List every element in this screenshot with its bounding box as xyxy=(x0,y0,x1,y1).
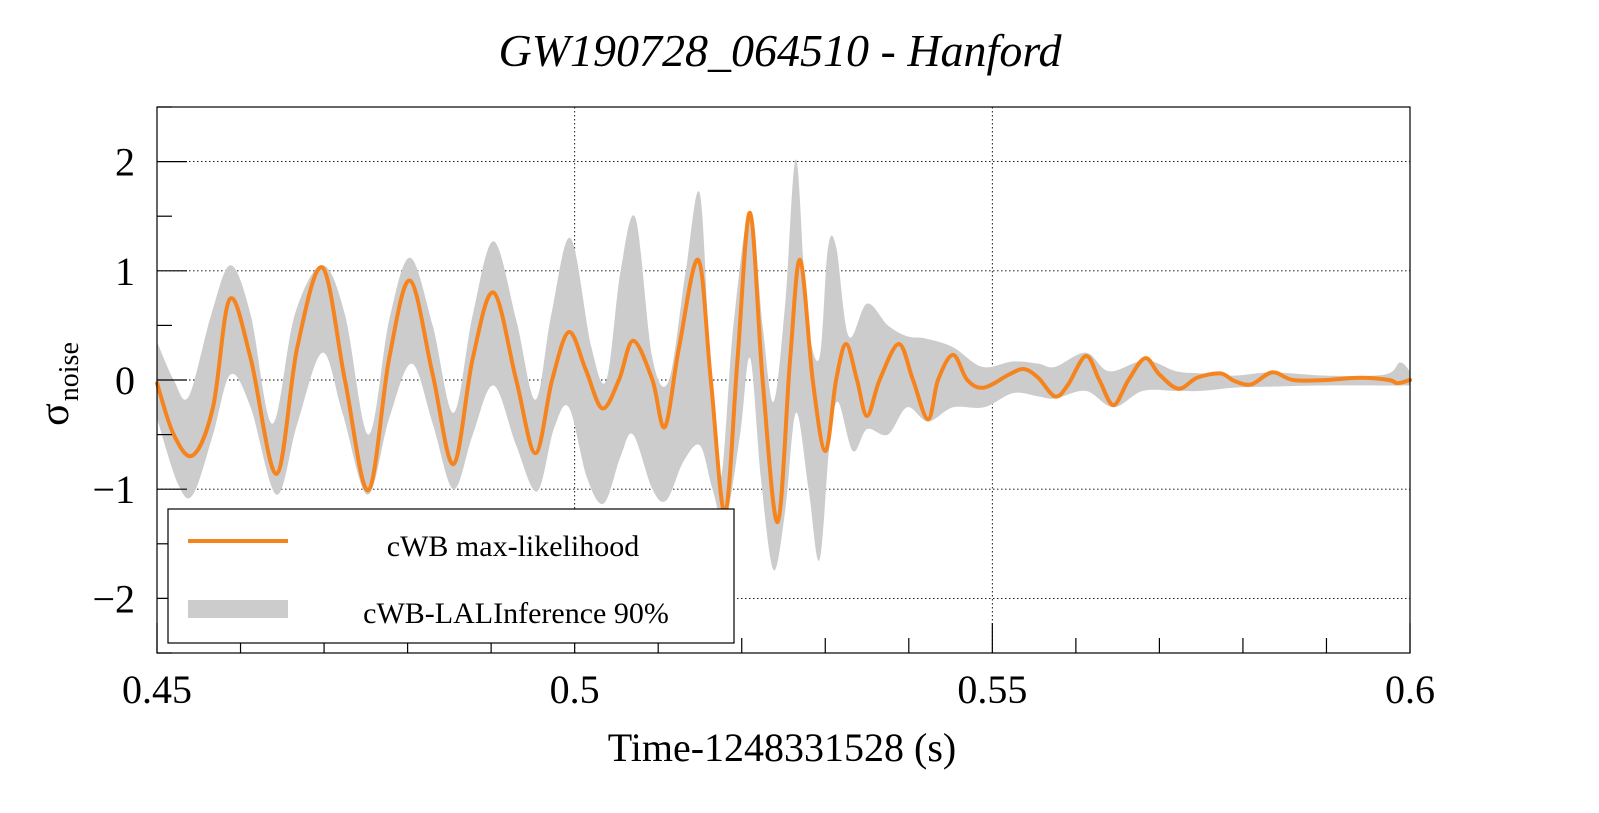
y-axis-label-subscript: noise xyxy=(54,342,85,401)
y-axis-label-symbol: σ xyxy=(32,403,78,426)
x-axis-tick-labels: 0.45 0.5 0.55 0.6 xyxy=(122,667,1435,712)
y-tick-label: −2 xyxy=(92,576,135,621)
y-tick-label: 1 xyxy=(115,249,135,294)
max-likelihood-line xyxy=(155,210,1412,525)
y-tick-label: 0 xyxy=(115,358,135,403)
legend-entry-max-likelihood: cWB max-likelihood xyxy=(387,530,639,563)
legend-box xyxy=(167,508,735,644)
chart-title: GW190728_064510 - Hanford xyxy=(498,25,1062,76)
x-axis-label: Time-1248331528 (s) xyxy=(608,725,957,770)
x-tick-label: 0.5 xyxy=(550,667,600,712)
y-tick-label: −1 xyxy=(92,467,135,512)
x-tick-label: 0.45 xyxy=(122,667,192,712)
x-tick-label: 0.6 xyxy=(1385,667,1435,712)
legend-swatch-band xyxy=(188,600,288,618)
legend-entry-90-percent: cWB-LALInference 90% xyxy=(363,597,669,630)
y-tick-label: 2 xyxy=(115,140,135,185)
confidence-band-90 xyxy=(157,159,1410,571)
y-axis-label: σnoise xyxy=(32,342,85,426)
legend: cWB max-likelihood cWB-LALInference 90% xyxy=(167,508,735,644)
svg-text:σnoise: σnoise xyxy=(32,342,85,426)
x-tick-label: 0.55 xyxy=(957,667,1027,712)
y-axis-tick-labels: −2 −1 0 1 2 xyxy=(92,140,135,622)
axis-ticks xyxy=(156,106,1411,654)
